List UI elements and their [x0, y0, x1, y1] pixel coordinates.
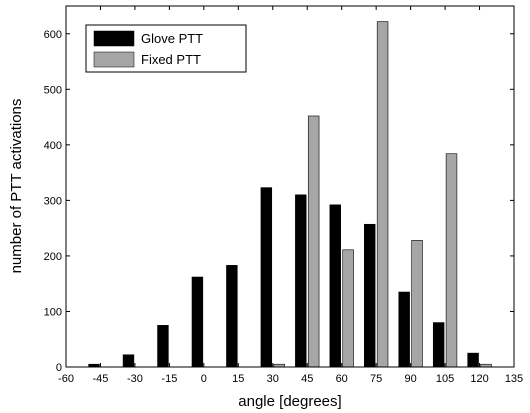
x-tick-label: -15: [161, 373, 177, 385]
legend-label-fixed-ptt: Fixed PTT: [141, 52, 201, 67]
x-tick-label: -60: [58, 373, 74, 385]
x-tick-label: 30: [267, 373, 279, 385]
x-tick-label: 105: [436, 373, 454, 385]
bar-glove-ptt-45: [295, 194, 307, 368]
x-tick-label: 15: [232, 373, 244, 385]
x-axis-label: angle [degrees]: [238, 393, 341, 410]
y-tick-label: 200: [44, 251, 62, 263]
x-tick-label: 45: [301, 373, 313, 385]
y-axis-ticks: 0 100 200 300 400 500 600: [44, 29, 514, 374]
x-tick-label: 135: [505, 373, 523, 385]
bar-fixed-ptt-45: [307, 115, 320, 368]
x-tick-label: 75: [370, 373, 382, 385]
bar-glove-ptt--30: [122, 354, 135, 368]
bar-fixed-ptt-90: [411, 240, 423, 368]
y-tick-label: 500: [44, 84, 62, 96]
bar-glove-ptt-0: [191, 276, 204, 368]
legend-swatch-glove-ptt: [93, 30, 135, 47]
bar-glove-ptt-105: [432, 322, 445, 368]
legend-swatch-fixed-ptt: [93, 51, 135, 68]
x-tick-label: -45: [93, 373, 109, 385]
x-tick-label: 0: [201, 373, 207, 385]
legend-label-glove-ptt: Glove PTT: [141, 31, 203, 46]
x-axis-ticks: -60 -45 -30 -15 0 15 30 45 60 75 90 105 120 135: [58, 6, 523, 385]
x-tick-label: -30: [127, 373, 143, 385]
bar-glove-ptt--15: [157, 325, 169, 368]
y-tick-label: 300: [44, 195, 62, 207]
bar-glove-ptt-60: [329, 204, 341, 368]
bar-glove-ptt-75: [364, 223, 376, 368]
y-tick-label: 100: [44, 306, 62, 318]
x-tick-label: 120: [470, 373, 488, 385]
bar-fixed-ptt-75: [376, 21, 389, 368]
bar-fixed-ptt-60: [342, 249, 354, 368]
bars-group: [88, 21, 492, 368]
y-tick-label: 0: [56, 362, 62, 374]
y-axis-label: number of PTT activations: [8, 99, 25, 274]
bar-glove-ptt-15: [226, 265, 238, 368]
legend: Glove PTT Fixed PTT: [85, 24, 247, 73]
bar-glove-ptt-90: [398, 291, 410, 368]
y-tick-label: 600: [44, 29, 62, 41]
plot-frame: [65, 5, 515, 368]
bar-glove-ptt-120: [467, 352, 479, 368]
x-tick-label: 90: [404, 373, 416, 385]
bar-glove-ptt-30: [260, 187, 273, 368]
bar-fixed-ptt-105: [445, 153, 458, 368]
y-tick-label: 400: [44, 140, 62, 152]
x-tick-label: 60: [336, 373, 348, 385]
